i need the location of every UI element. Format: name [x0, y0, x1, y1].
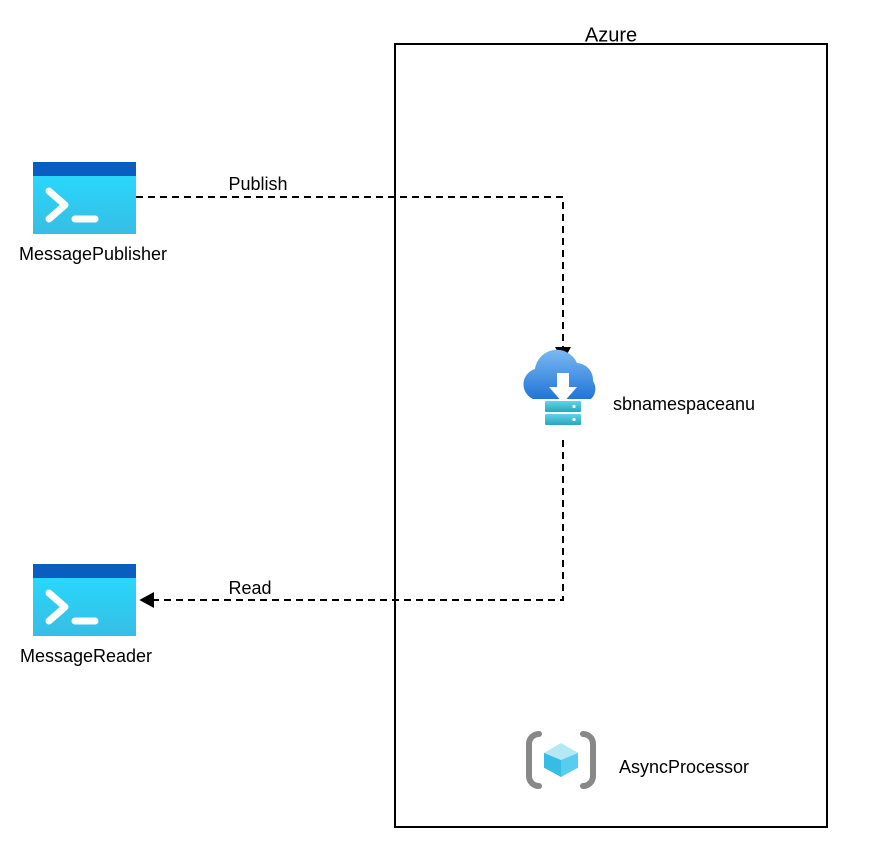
message-publisher-icon	[33, 162, 136, 234]
azure-region-label: Azure	[585, 24, 637, 46]
arrowhead	[139, 592, 154, 608]
azure-region-box	[395, 44, 827, 827]
async-processor-icon	[529, 734, 593, 786]
message-reader-label: MessageReader	[20, 646, 152, 666]
edge-publish	[136, 197, 563, 355]
edge-read	[146, 440, 563, 600]
servicebus-label: sbnamespaceanu	[613, 394, 755, 414]
edge-publish-label: Publish	[228, 174, 287, 194]
async-processor-label: AsyncProcessor	[619, 757, 749, 777]
servicebus-icon	[523, 350, 595, 425]
message-publisher-label: MessagePublisher	[19, 244, 167, 264]
edge-read-label: Read	[228, 578, 271, 598]
message-reader-icon	[33, 564, 136, 636]
